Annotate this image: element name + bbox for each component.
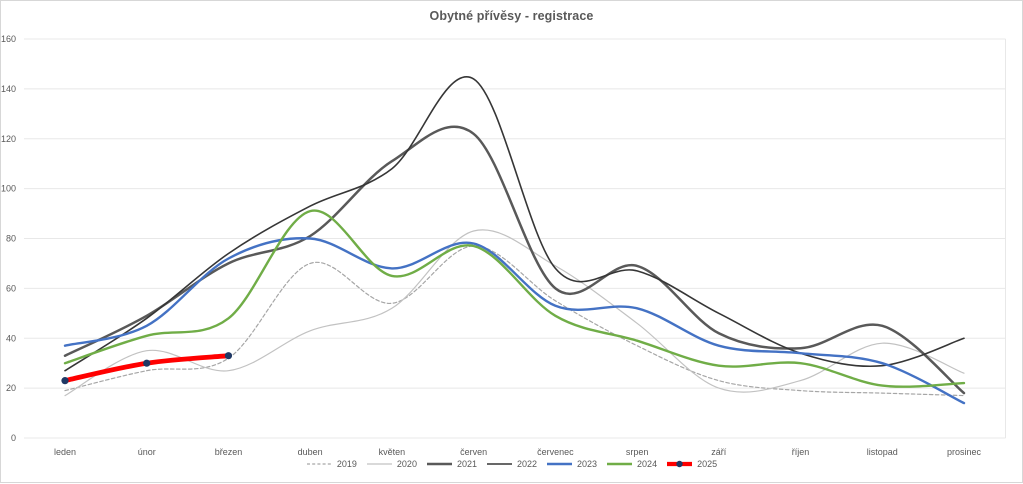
legend-item-2025: 2025 <box>666 459 717 469</box>
x-axis-label: květen <box>379 447 406 457</box>
y-axis-label: 160 <box>1 34 16 44</box>
legend-swatch-2023 <box>547 462 573 466</box>
legend-label-2019: 2019 <box>336 459 357 469</box>
x-axis-label: říjen <box>792 447 810 457</box>
legend-swatch-2024 <box>607 462 633 466</box>
legend-swatch-2025 <box>667 460 693 468</box>
series-marker-2025 <box>143 359 151 367</box>
legend-item-2022: 2022 <box>486 459 537 469</box>
chart-title: Obytné přívěsy - registrace <box>429 9 594 23</box>
x-axis-label: duben <box>298 447 323 457</box>
x-axis-label: červen <box>460 447 487 457</box>
legend-item-2023: 2023 <box>546 459 597 469</box>
x-axis-label: březen <box>215 447 243 457</box>
legend-label-2022: 2022 <box>516 459 538 469</box>
y-axis-label: 80 <box>6 234 16 244</box>
legend-label-2025: 2025 <box>697 459 718 469</box>
x-axis-label: prosinec <box>947 447 982 457</box>
series-line-2022 <box>64 76 965 372</box>
legend-item-2019: 2019 <box>306 459 357 469</box>
x-axis-label: září <box>711 447 727 457</box>
series-line-2024 <box>63 209 966 388</box>
series-marker-2025 <box>224 352 233 360</box>
legend-label-2024: 2024 <box>637 459 658 469</box>
series-line-2019 <box>64 245 965 397</box>
x-axis-label: červenec <box>537 447 574 457</box>
y-axis-label: 40 <box>6 333 16 343</box>
y-axis-label: 0 <box>11 433 16 443</box>
legend-swatch-2022 <box>486 463 512 465</box>
legend-item-2024: 2024 <box>606 459 657 469</box>
chart-legend: 2019 2020 2021 2022 2023 2024 2025 <box>1 459 1022 469</box>
series-line-2021 <box>63 125 966 395</box>
legend-swatch-2021 <box>426 462 452 466</box>
x-axis-label: srpen <box>626 447 649 457</box>
legend-item-2020: 2020 <box>366 459 417 469</box>
legend-label-2021: 2021 <box>456 459 477 469</box>
legend-label-2023: 2023 <box>577 459 598 469</box>
y-axis-label: 140 <box>1 84 16 94</box>
series-line-2020 <box>64 229 965 397</box>
legend-item-2021: 2021 <box>426 459 477 469</box>
x-axis-label: únor <box>138 447 156 457</box>
x-axis-label: leden <box>54 447 76 457</box>
y-axis-label: 120 <box>1 134 16 144</box>
legend-swatch-2020 <box>366 463 392 465</box>
y-axis-label: 100 <box>1 184 16 194</box>
legend-swatch-2019 <box>306 463 332 465</box>
legend-label-2020: 2020 <box>396 459 417 469</box>
series-marker-2025 <box>61 377 69 385</box>
x-axis-label: listopad <box>867 447 898 457</box>
y-axis-label: 20 <box>6 383 16 393</box>
series-line-2023 <box>63 237 966 405</box>
y-axis-label: 60 <box>6 283 16 293</box>
